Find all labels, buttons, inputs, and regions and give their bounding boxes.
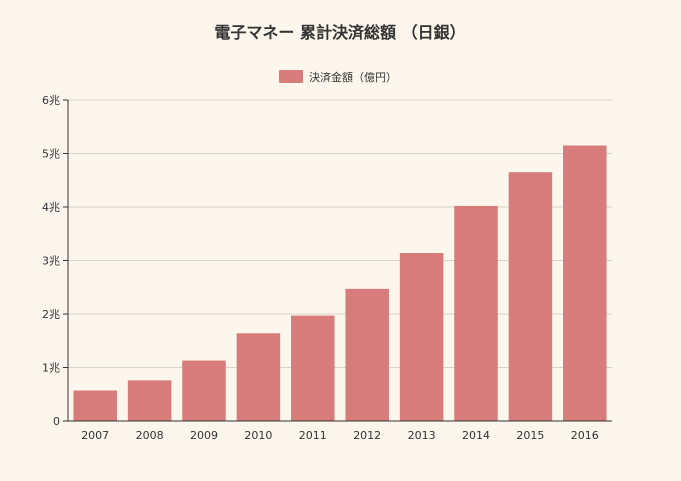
- bar[interactable]: [182, 360, 226, 421]
- x-tick-label: 2012: [353, 429, 381, 442]
- bar[interactable]: [563, 145, 607, 421]
- x-tick-label: 2007: [81, 429, 109, 442]
- y-axis-ticks: 0 1兆 2兆 3兆 4兆 5兆 6兆: [42, 94, 68, 428]
- x-tick-label: 2016: [571, 429, 599, 442]
- bar[interactable]: [73, 390, 117, 421]
- y-tick-label: 6兆: [42, 94, 60, 107]
- y-tick-label: 1兆: [42, 362, 60, 375]
- bar[interactable]: [399, 253, 444, 421]
- bar[interactable]: [291, 315, 335, 421]
- chart-title: 電子マネー 累計決済総額 （日銀）: [214, 23, 465, 42]
- x-tick-label: 2015: [516, 429, 544, 442]
- legend[interactable]: 決済金額（億円）: [279, 70, 397, 84]
- bars: [73, 145, 607, 421]
- y-tick-label: 4兆: [42, 201, 60, 214]
- y-tick-label: 2兆: [42, 308, 60, 321]
- y-tick-label: 5兆: [42, 148, 60, 161]
- x-tick-label: 2014: [462, 429, 490, 442]
- y-tick-label: 3兆: [42, 255, 60, 268]
- legend-label: 決済金額（億円）: [309, 70, 397, 84]
- bar[interactable]: [508, 172, 553, 421]
- bar[interactable]: [127, 380, 172, 421]
- y-tick-label: 0: [53, 415, 60, 428]
- bar[interactable]: [236, 333, 281, 421]
- bar[interactable]: [454, 205, 498, 421]
- legend-swatch: [279, 70, 303, 83]
- x-tick-label: 2010: [244, 429, 272, 442]
- x-tick-label: 2008: [136, 429, 164, 442]
- x-tick-label: 2013: [408, 429, 436, 442]
- x-tick-label: 2011: [299, 429, 327, 442]
- x-tick-label: 2009: [190, 429, 218, 442]
- x-axis-ticks: 2007 2008 2009 2010 2011 2012 2013 2014 2015 2016: [81, 429, 599, 442]
- bar[interactable]: [345, 288, 389, 421]
